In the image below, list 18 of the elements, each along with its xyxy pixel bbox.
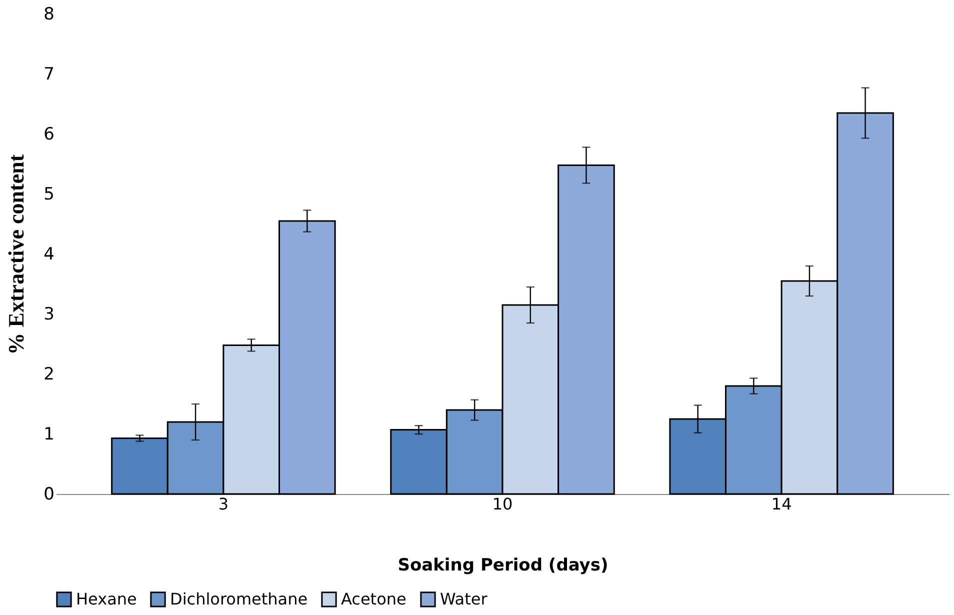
y-tick-label: 5: [44, 184, 54, 204]
x-tick-label: 10: [492, 494, 513, 514]
x-axis-title: Soaking Period (days): [398, 556, 608, 576]
legend-label: Hexane: [76, 589, 137, 608]
x-tick-label: 14: [771, 494, 792, 514]
x-tick-label: 3: [218, 494, 229, 514]
legend-label: Acetone: [341, 589, 406, 608]
y-tick-label: 8: [44, 4, 54, 24]
y-tick-label: 4: [44, 244, 54, 264]
y-tick-label: 6: [44, 124, 54, 144]
y-tick-label: 2: [44, 364, 54, 384]
y-axis-title: % Extractive content: [4, 154, 29, 355]
y-tick-label: 7: [44, 64, 54, 84]
legend-label: Water: [440, 589, 488, 608]
y-tick-label: 1: [44, 424, 54, 444]
y-tick-label: 3: [44, 304, 54, 324]
legend-label: Dichloromethane: [170, 589, 308, 608]
y-tick-label: 0: [44, 484, 54, 504]
